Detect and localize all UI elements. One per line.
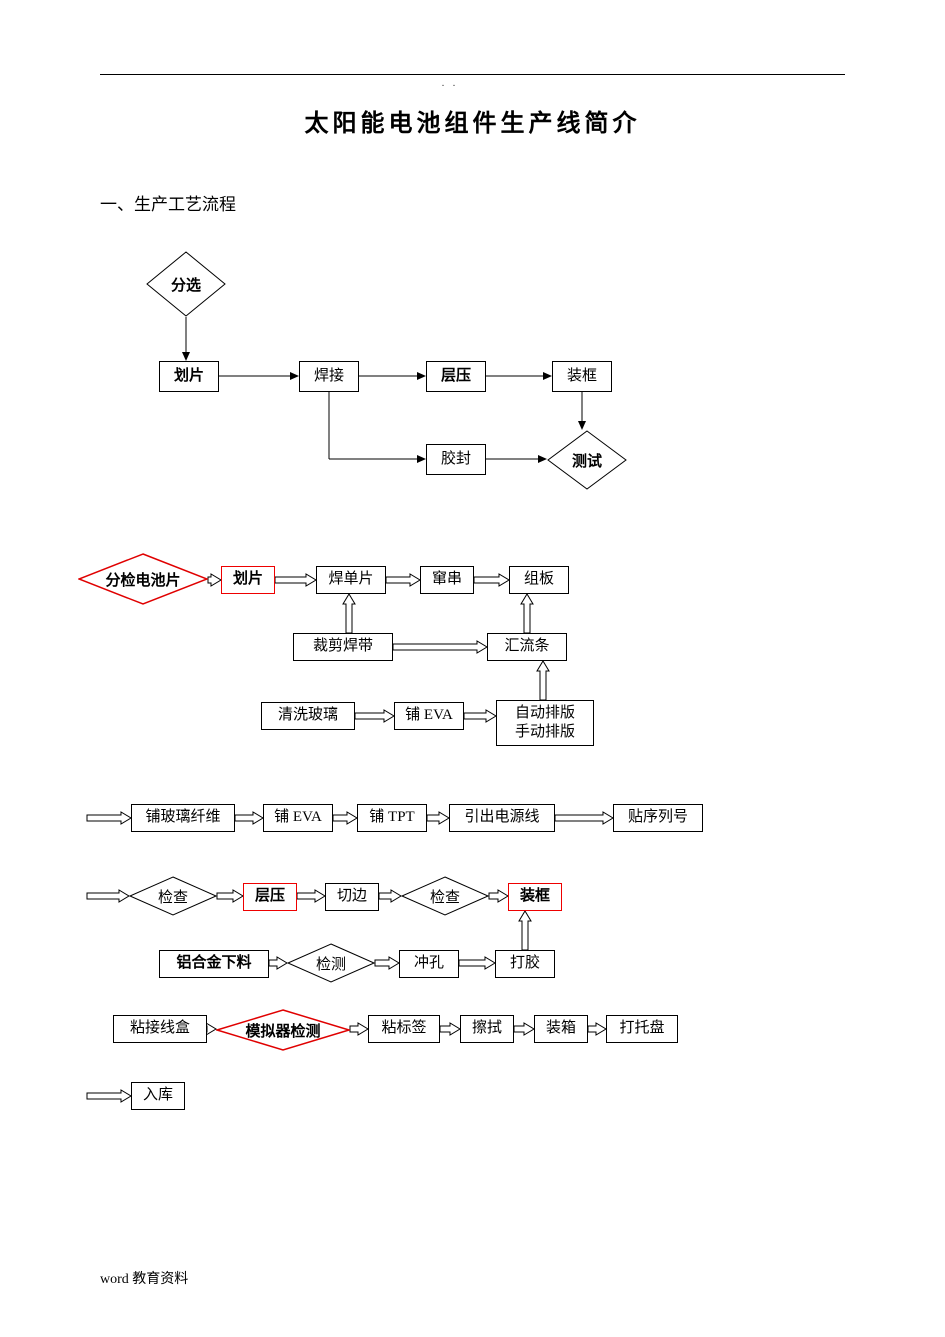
flow-diamond: 检查 <box>401 876 489 916</box>
flow-box: 装框 <box>508 883 562 911</box>
diagram-canvas: 分选划片焊接层压装框胶封测试分检电池片划片焊单片窜串组板裁剪焊带汇流条清洗玻璃铺… <box>0 0 945 1337</box>
flow-diamond: 检测 <box>287 943 375 983</box>
flow-diamond: 分选 <box>146 251 226 317</box>
flow-box: 冲孔 <box>399 950 459 978</box>
flow-box: 划片 <box>159 361 219 392</box>
flow-box: 层压 <box>243 883 297 911</box>
flow-box: 划片 <box>221 566 275 594</box>
flow-box: 铺 EVA <box>263 804 333 832</box>
flow-box: 组板 <box>509 566 569 594</box>
flow-box: 焊单片 <box>316 566 386 594</box>
flow-box: 胶封 <box>426 444 486 475</box>
flow-box: 铝合金下料 <box>159 950 269 978</box>
flow-box: 粘接线盒 <box>113 1015 207 1043</box>
flow-diamond: 检查 <box>129 876 217 916</box>
flow-box: 汇流条 <box>487 633 567 661</box>
flow-box: 铺玻璃纤维 <box>131 804 235 832</box>
flow-box: 粘标签 <box>368 1015 440 1043</box>
flow-box: 自动排版 手动排版 <box>496 700 594 746</box>
flow-box: 铺 EVA <box>394 702 464 730</box>
flow-box: 切边 <box>325 883 379 911</box>
flow-diamond: 测试 <box>547 430 627 490</box>
flow-box: 擦拭 <box>460 1015 514 1043</box>
flow-box: 铺 TPT <box>357 804 427 832</box>
flow-box: 装框 <box>552 361 612 392</box>
flow-box: 窜串 <box>420 566 474 594</box>
flow-diamond: 分检电池片 <box>78 553 208 605</box>
flow-box: 清洗玻璃 <box>261 702 355 730</box>
flow-box: 层压 <box>426 361 486 392</box>
flow-box: 打胶 <box>495 950 555 978</box>
flow-box: 贴序列号 <box>613 804 703 832</box>
flow-box: 装箱 <box>534 1015 588 1043</box>
flow-box: 裁剪焊带 <box>293 633 393 661</box>
flow-box: 入库 <box>131 1082 185 1110</box>
flow-box: 引出电源线 <box>449 804 555 832</box>
flow-box: 焊接 <box>299 361 359 392</box>
flow-box: 打托盘 <box>606 1015 678 1043</box>
flow-diamond: 模拟器检测 <box>216 1009 350 1051</box>
